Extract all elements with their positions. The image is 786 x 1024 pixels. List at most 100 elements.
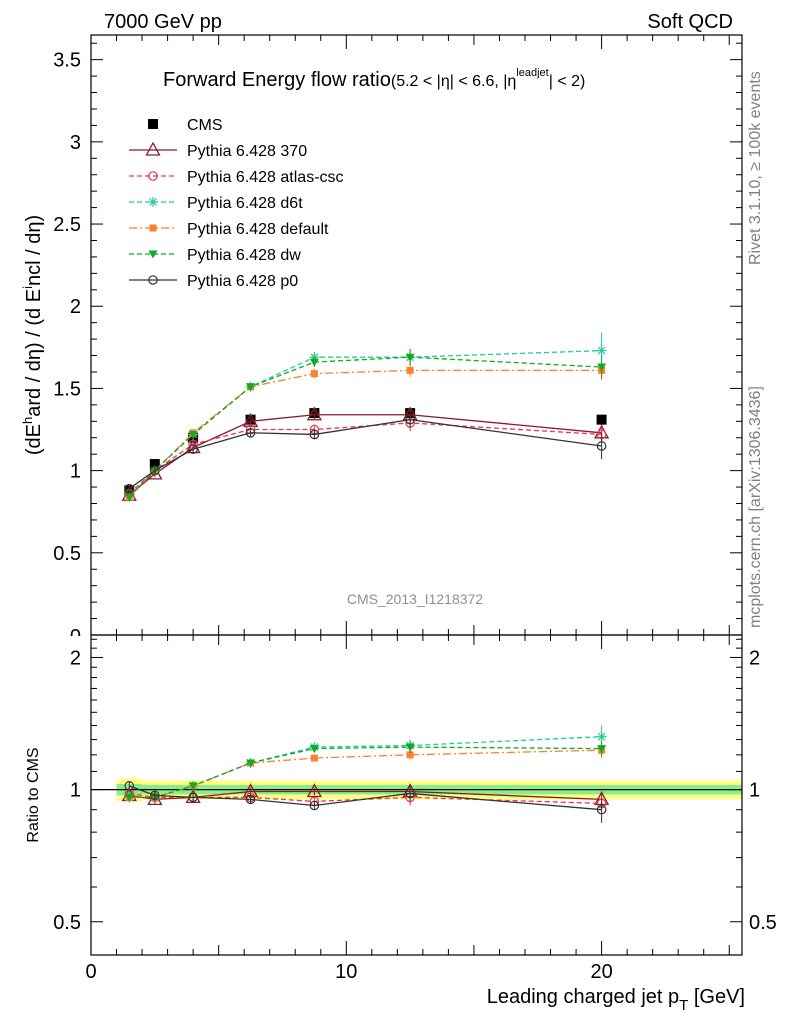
data-point-default: [406, 366, 414, 374]
data-point-d6t: [148, 197, 158, 207]
data-point-p0: [245, 794, 256, 805]
x-tick-label: 0: [85, 961, 96, 983]
data-point-dw: [405, 353, 415, 362]
y-axis-label-ratio: Ratio to CMS: [25, 747, 42, 842]
data-point-p0: [405, 414, 415, 425]
main-title-cut-a: (5.2 < |η| < 6.6, |η: [391, 73, 516, 90]
data-point-p0: [148, 275, 158, 285]
data-point-p0: [124, 483, 135, 494]
legend-item-d6t: Pythia 6.428 d6t: [129, 195, 303, 212]
legend-item-CMS: CMS: [148, 117, 223, 134]
series-line-atlas: [128, 422, 602, 495]
legend-label: Pythia 6.428 dw: [187, 247, 301, 264]
series-default: [125, 360, 606, 501]
ratio-frame: [90, 634, 743, 956]
data-point-dw: [124, 493, 134, 502]
legend-label: Pythia 6.428 370: [187, 143, 307, 160]
data-point-dw: [188, 782, 198, 791]
series-dw: [124, 348, 607, 502]
y-tick-label: 0.5: [53, 543, 81, 565]
data-point-default: [310, 754, 318, 762]
y-tick-label: 3: [70, 132, 81, 154]
data-point-d6t: [596, 731, 607, 742]
category-label: Soft QCD: [647, 11, 733, 33]
data-point-p0: [309, 429, 320, 440]
y-tick-label: 1: [70, 461, 81, 483]
ratio-series-layer: [121, 725, 610, 823]
data-point-dw: [597, 745, 607, 754]
data-point-default: [310, 370, 318, 378]
y-tick-label: 2.5: [53, 214, 81, 236]
main-title-cut-sup: leadjet: [516, 67, 548, 79]
data-point-dw: [309, 358, 319, 367]
series-p0: [124, 781, 607, 823]
y-tick-label: 3.5: [53, 50, 81, 72]
ratio-y-tick-label: 2: [70, 647, 81, 669]
data-point-CMS: [149, 459, 160, 470]
data-point-p370: [185, 789, 201, 804]
main-title: Forward Energy flow ratio(5.2 < |η| < 6.…: [163, 67, 585, 91]
collision-label: 7000 GeV pp: [104, 11, 222, 33]
ratio-y-tick-label-right: 2: [749, 647, 760, 669]
legend-label: Pythia 6.428 atlas-csc: [187, 169, 344, 186]
data-point-p0: [188, 444, 198, 455]
data-point-default: [149, 224, 157, 232]
data-point-p0: [188, 792, 198, 803]
data-point-dw: [148, 250, 158, 259]
data-point-dw: [405, 743, 415, 752]
ratio-panel: 0.5 0.51 12 20 10 20: [53, 635, 777, 983]
data-point-CMS: [596, 414, 607, 425]
data-point-p370: [306, 783, 322, 798]
main-series-layer: [121, 332, 610, 502]
data-point-p0: [596, 441, 607, 451]
data-point-dw: [309, 745, 319, 754]
x-tick-label: 20: [590, 961, 612, 983]
legend-item-p370: Pythia 6.428 370: [129, 141, 307, 160]
legend-item-default: Pythia 6.428 default: [129, 221, 329, 238]
y-tick-label-zero: 0: [70, 626, 81, 648]
data-point-p0: [150, 465, 160, 476]
data-point-p0: [596, 804, 607, 815]
legend-label: Pythia 6.428 default: [187, 221, 329, 238]
main-title-text: Forward Energy flow ratio: [163, 69, 391, 91]
legend-item-p0: Pythia 6.428 p0: [129, 273, 298, 290]
series-p370: [121, 406, 610, 501]
data-point-d6t: [596, 345, 607, 356]
y-tick-label: 1.5: [53, 378, 81, 400]
rivet-version-label: Rivet 3.1.10, ≥ 100k events: [747, 71, 764, 265]
series-p0: [124, 411, 607, 494]
analysis-watermark: CMS_2013_I1218372: [347, 591, 483, 607]
data-point-dw: [246, 759, 256, 768]
data-point-dw: [188, 430, 198, 439]
main-title-cut-b: | < 2): [549, 73, 586, 90]
data-point-dw: [124, 793, 134, 802]
ratio-y-tick-label-right: 0.5: [749, 912, 777, 934]
data-point-p370: [145, 141, 161, 156]
data-point-default: [406, 751, 414, 759]
data-point-p0: [150, 790, 160, 801]
data-point-p0: [245, 428, 256, 438]
ratio-y-tick-label: 0.5: [53, 912, 81, 934]
legend-label: Pythia 6.428 d6t: [187, 195, 303, 212]
x-axis-label: Leading charged jet pT [GeV]: [487, 986, 745, 1014]
data-point-p370: [306, 406, 322, 421]
data-point-atlas: [148, 171, 158, 181]
data-point-p0: [405, 788, 415, 799]
ratio-y-tick-label-right: 1: [749, 780, 760, 802]
data-point-dw: [597, 363, 607, 372]
ratio-y-tick-label: 1: [70, 780, 81, 802]
data-point-dw: [246, 383, 256, 392]
legend-item-atlas: Pythia 6.428 atlas-csc: [129, 169, 344, 186]
x-tick-label: 10: [335, 961, 357, 983]
y-tick-label: 2: [70, 296, 81, 318]
main-panel: 0.5 1 1.5 2 2.5 3 3.5 0: [53, 35, 742, 648]
legend-item-dw: Pythia 6.428 dw: [129, 247, 301, 264]
series-d6t: [124, 332, 607, 502]
y-axis-label-main: (dEhard / dη) / (d Eincl / dη): [20, 215, 45, 455]
legend: CMS Pythia 6.428 370 Pythia 6.428 atlas-cs…: [129, 117, 344, 290]
data-point-p0: [309, 800, 320, 811]
data-point-CMS: [148, 119, 158, 129]
legend-label: CMS: [187, 117, 223, 134]
series-line-default: [128, 369, 602, 498]
